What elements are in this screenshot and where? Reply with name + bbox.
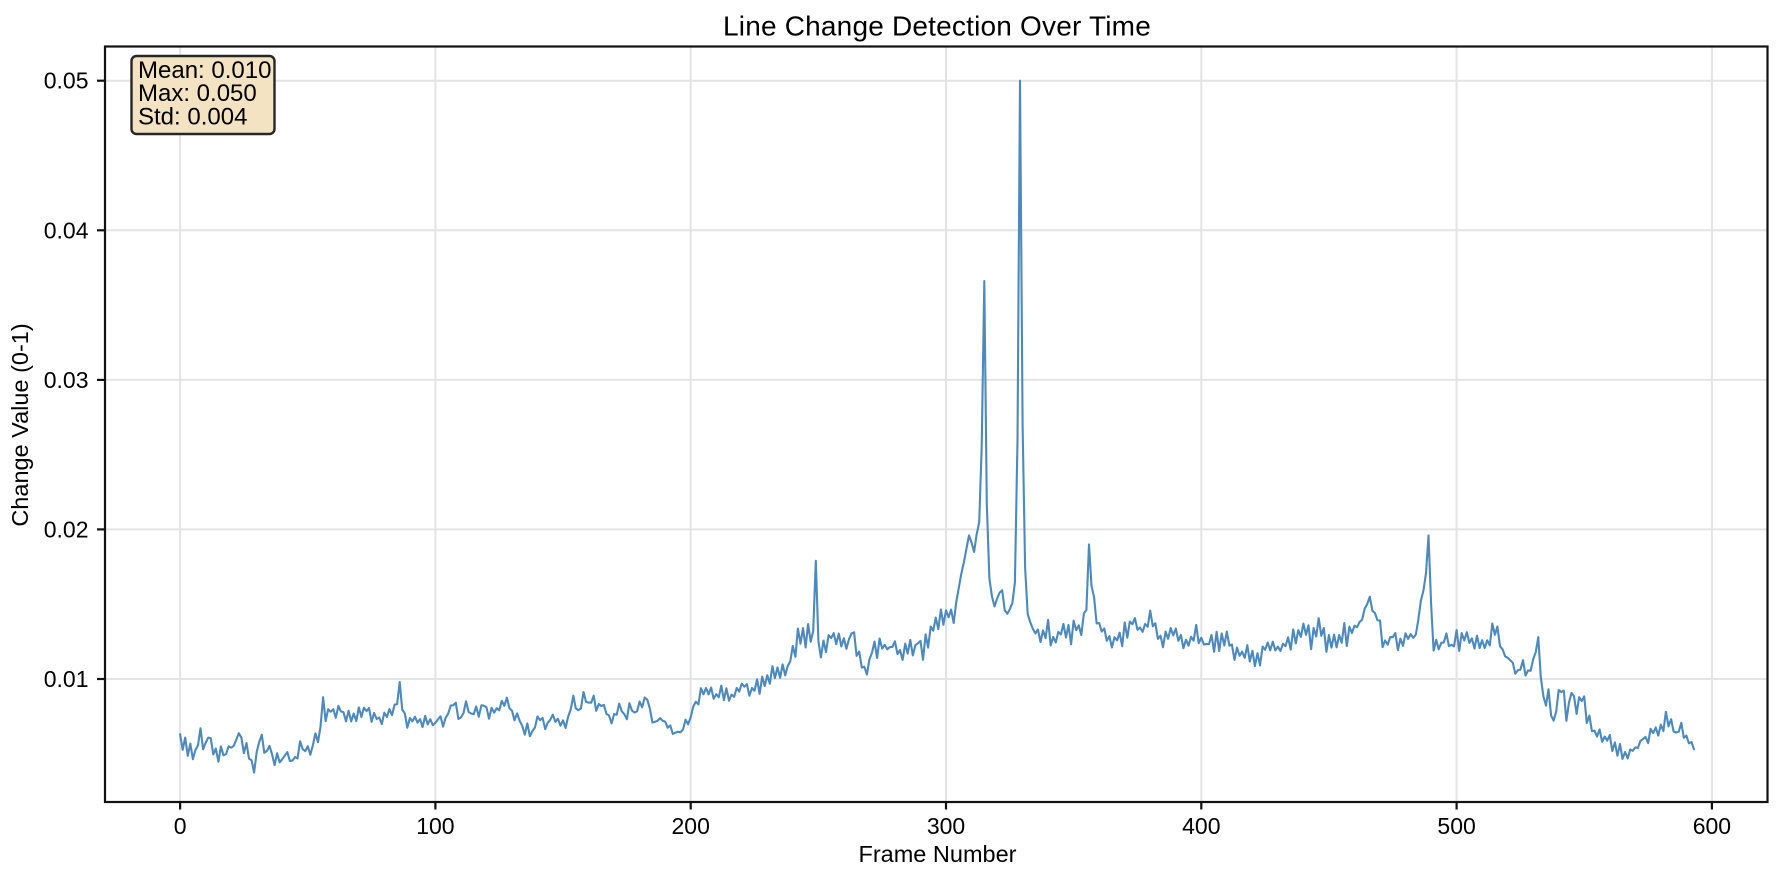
svg-text:300: 300 (927, 813, 965, 839)
svg-text:500: 500 (1437, 813, 1475, 839)
svg-text:0.03: 0.03 (44, 367, 89, 393)
svg-text:0: 0 (174, 813, 187, 839)
svg-text:200: 200 (672, 813, 710, 839)
svg-text:Frame Number: Frame Number (858, 841, 1016, 867)
svg-text:0.05: 0.05 (44, 68, 89, 94)
svg-text:Change Value (0-1): Change Value (0-1) (7, 323, 33, 526)
svg-text:0.04: 0.04 (44, 217, 89, 243)
svg-text:100: 100 (416, 813, 454, 839)
svg-text:0.01: 0.01 (44, 666, 89, 692)
svg-text:600: 600 (1693, 813, 1731, 839)
svg-text:Std: 0.004: Std: 0.004 (138, 104, 247, 131)
svg-text:0.02: 0.02 (44, 516, 89, 542)
svg-text:Line Change Detection Over Tim: Line Change Detection Over Time (723, 11, 1151, 42)
svg-text:Mean: 0.010: Mean: 0.010 (138, 57, 271, 84)
svg-text:400: 400 (1182, 813, 1220, 839)
svg-text:Max: 0.050: Max: 0.050 (138, 80, 257, 107)
